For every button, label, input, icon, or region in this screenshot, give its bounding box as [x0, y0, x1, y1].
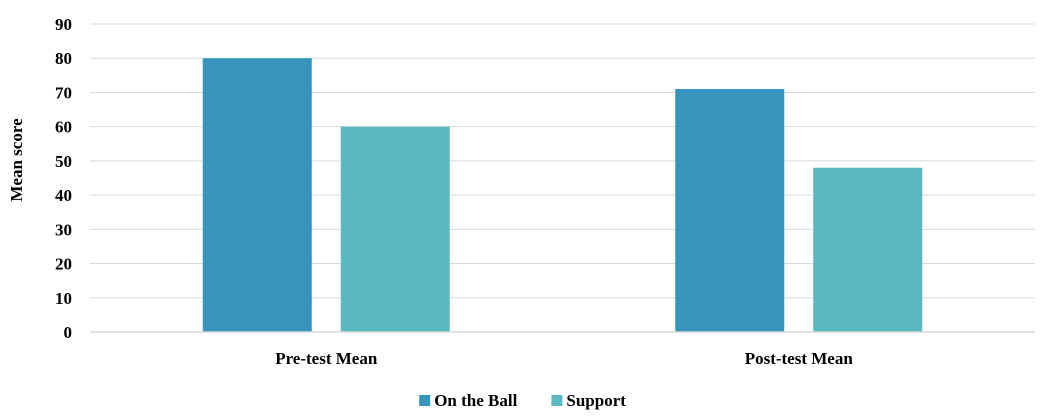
y-tick-label: 50: [55, 152, 72, 171]
legend-swatch: [419, 395, 431, 406]
bars: [202, 58, 923, 333]
y-tick-label: 30: [55, 220, 72, 239]
axes: 0 10 20 30 40 50 60 70 80 90 Pre-test Mean Post-tes…: [55, 15, 1035, 368]
bar-support: [340, 126, 450, 333]
legend-label: Support: [566, 391, 626, 410]
legend-label: On the Ball: [434, 391, 517, 410]
x-tick-label: Pre-test Mean: [275, 349, 378, 368]
y-axis-title: Mean score: [7, 118, 26, 202]
y-tick-label: 70: [55, 83, 72, 102]
y-tick-label: 10: [55, 289, 72, 308]
bar-support: [813, 167, 923, 332]
legend-swatch: [551, 395, 563, 406]
y-tick-label: 0: [64, 323, 73, 342]
bar-on-the-ball: [202, 58, 312, 332]
y-tick-label: 20: [55, 255, 72, 274]
x-tick-label: Post-test Mean: [745, 349, 854, 368]
legend: On the Ball Support: [419, 391, 626, 410]
y-tick-label: 90: [55, 15, 72, 34]
y-tick-label: 80: [55, 49, 72, 68]
y-tick-label: 40: [55, 186, 72, 205]
y-tick-label: 60: [55, 118, 72, 137]
bar-on-the-ball: [675, 89, 785, 333]
